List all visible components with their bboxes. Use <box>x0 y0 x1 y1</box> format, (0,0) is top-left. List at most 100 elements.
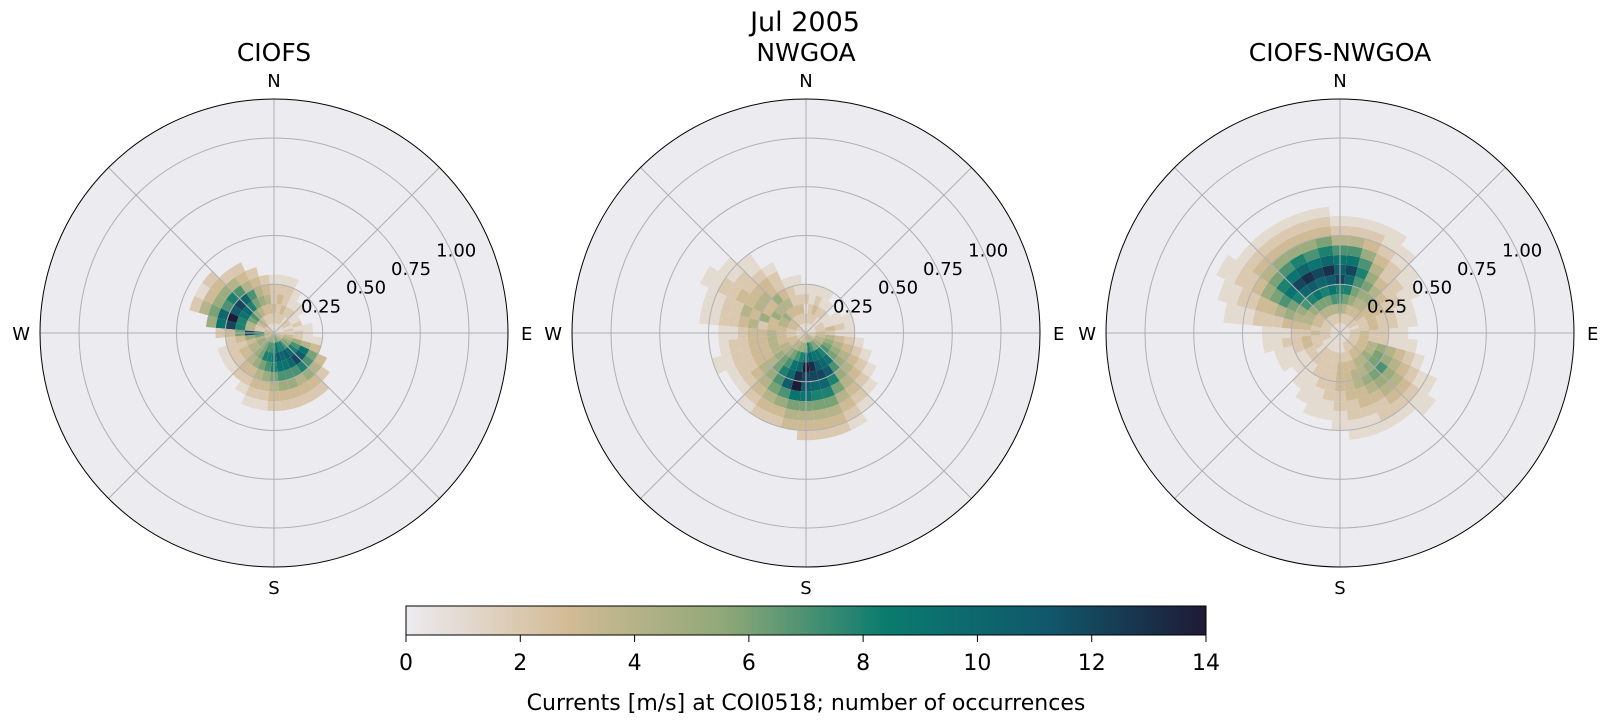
histogram-cell <box>747 337 759 349</box>
histogram-cell <box>752 353 767 367</box>
histogram-cell <box>226 312 239 323</box>
histogram-cell <box>1319 255 1335 268</box>
histogram-cell <box>1322 321 1333 329</box>
histogram-cell <box>792 317 801 327</box>
colorbar-tick-label: 6 <box>742 651 756 676</box>
colorbar-tick-label: 0 <box>399 651 413 676</box>
histogram-cell <box>818 297 829 310</box>
histogram-cell <box>266 303 273 315</box>
histogram-cell <box>1315 276 1328 289</box>
histogram-cell <box>785 309 795 320</box>
histogram-cell <box>260 317 269 327</box>
histogram-cell <box>1345 304 1353 316</box>
histogram-cell <box>1393 348 1406 362</box>
histogram-cell <box>811 339 820 349</box>
compass-label-e: E <box>1053 324 1064 345</box>
histogram-cell <box>235 322 246 331</box>
histogram-cell <box>215 317 227 329</box>
histogram-cell <box>1365 229 1386 245</box>
histogram-cell <box>1340 324 1346 333</box>
histogram-cell <box>1278 293 1293 309</box>
colorbar: 0 2 4 6 8 10 12 14 Currents [m/s] at COI0518; n… <box>399 605 1220 716</box>
histogram-cell <box>702 287 718 308</box>
figure-suptitle: Jul 2005 <box>748 7 860 38</box>
histogram-cell <box>1356 353 1368 365</box>
histogram-cell <box>856 395 875 413</box>
histogram-cell <box>1306 279 1320 294</box>
histogram-cells <box>1216 206 1438 440</box>
histogram-cell <box>1387 317 1399 329</box>
histogram-cell <box>718 339 731 356</box>
histogram-cell <box>1345 265 1358 277</box>
histogram-cell <box>276 314 283 325</box>
histogram-cell <box>1390 395 1409 413</box>
histogram-cell <box>282 348 291 360</box>
histogram-cell <box>1352 377 1365 390</box>
radial-tick-label: 0.50 <box>878 278 918 299</box>
histogram-cell <box>286 356 297 369</box>
histogram-cell <box>1360 248 1378 263</box>
histogram-cell <box>1323 348 1332 360</box>
histogram-cell <box>812 338 822 347</box>
histogram-cell <box>1395 361 1411 378</box>
histogram-cell <box>279 304 287 316</box>
histogram-cell <box>793 284 803 296</box>
histogram-cell <box>291 338 303 346</box>
histogram-cell <box>1269 288 1285 305</box>
histogram-cell <box>1312 288 1324 302</box>
histogram-cell <box>289 386 303 399</box>
histogram-cell <box>1379 299 1394 313</box>
histogram-cell <box>793 370 803 382</box>
histogram-cell <box>1315 377 1328 390</box>
histogram-cell <box>828 412 848 428</box>
histogram-cell <box>264 328 274 333</box>
histogram-cell <box>1326 317 1335 327</box>
histogram-cell <box>271 333 274 343</box>
compass-label-n: N <box>267 71 280 92</box>
histogram-cell <box>282 335 293 342</box>
panel-ciofs-nwgoa: CIOFS-NWGOA 0.250.500.751.00 N S E W <box>1078 38 1598 599</box>
histogram-cell <box>819 344 830 354</box>
histogram-cell <box>1319 285 1330 298</box>
histogram-cell <box>811 398 827 411</box>
histogram-cell <box>1223 302 1237 324</box>
histogram-cell <box>251 356 262 369</box>
histogram-cell <box>1347 295 1357 307</box>
histogram-cell <box>1330 328 1340 333</box>
histogram-cell <box>813 337 824 345</box>
histogram-cell <box>1264 245 1285 265</box>
histogram-cell <box>838 396 857 413</box>
histogram-cell <box>206 315 218 328</box>
histogram-cell <box>279 339 288 349</box>
histogram-cell <box>1244 250 1265 272</box>
histogram-cell <box>1344 340 1352 351</box>
histogram-cell <box>1346 408 1363 421</box>
histogram-cell <box>294 372 308 387</box>
histogram-cell <box>795 361 804 372</box>
histogram-cell <box>1309 216 1331 230</box>
panel-title: NWGOA <box>756 38 855 67</box>
histogram-cell <box>1350 285 1361 298</box>
histogram-cell <box>1356 364 1368 378</box>
histogram-cell <box>1313 316 1325 325</box>
histogram-cell <box>1251 277 1269 296</box>
histogram-cell <box>1395 377 1412 396</box>
histogram-cell <box>245 267 259 280</box>
histogram-cell <box>1377 336 1389 346</box>
histogram-cell <box>1403 282 1420 301</box>
histogram-cell <box>749 308 762 321</box>
histogram-cell <box>810 315 818 326</box>
histogram-cell <box>747 317 759 329</box>
histogram-cell <box>1345 350 1353 362</box>
histogram-cell <box>1360 305 1372 317</box>
histogram-cell <box>294 349 306 361</box>
histogram-cell <box>777 338 789 346</box>
histogram-cell <box>1312 226 1332 239</box>
histogram-cell <box>790 274 802 286</box>
histogram-cell <box>718 310 731 327</box>
histogram-cell <box>1375 343 1388 354</box>
grid-spoke <box>640 332 807 499</box>
radial-tick-label: 0.75 <box>1457 259 1497 280</box>
histogram-cell <box>1319 309 1329 320</box>
histogram-cell <box>1363 345 1376 356</box>
